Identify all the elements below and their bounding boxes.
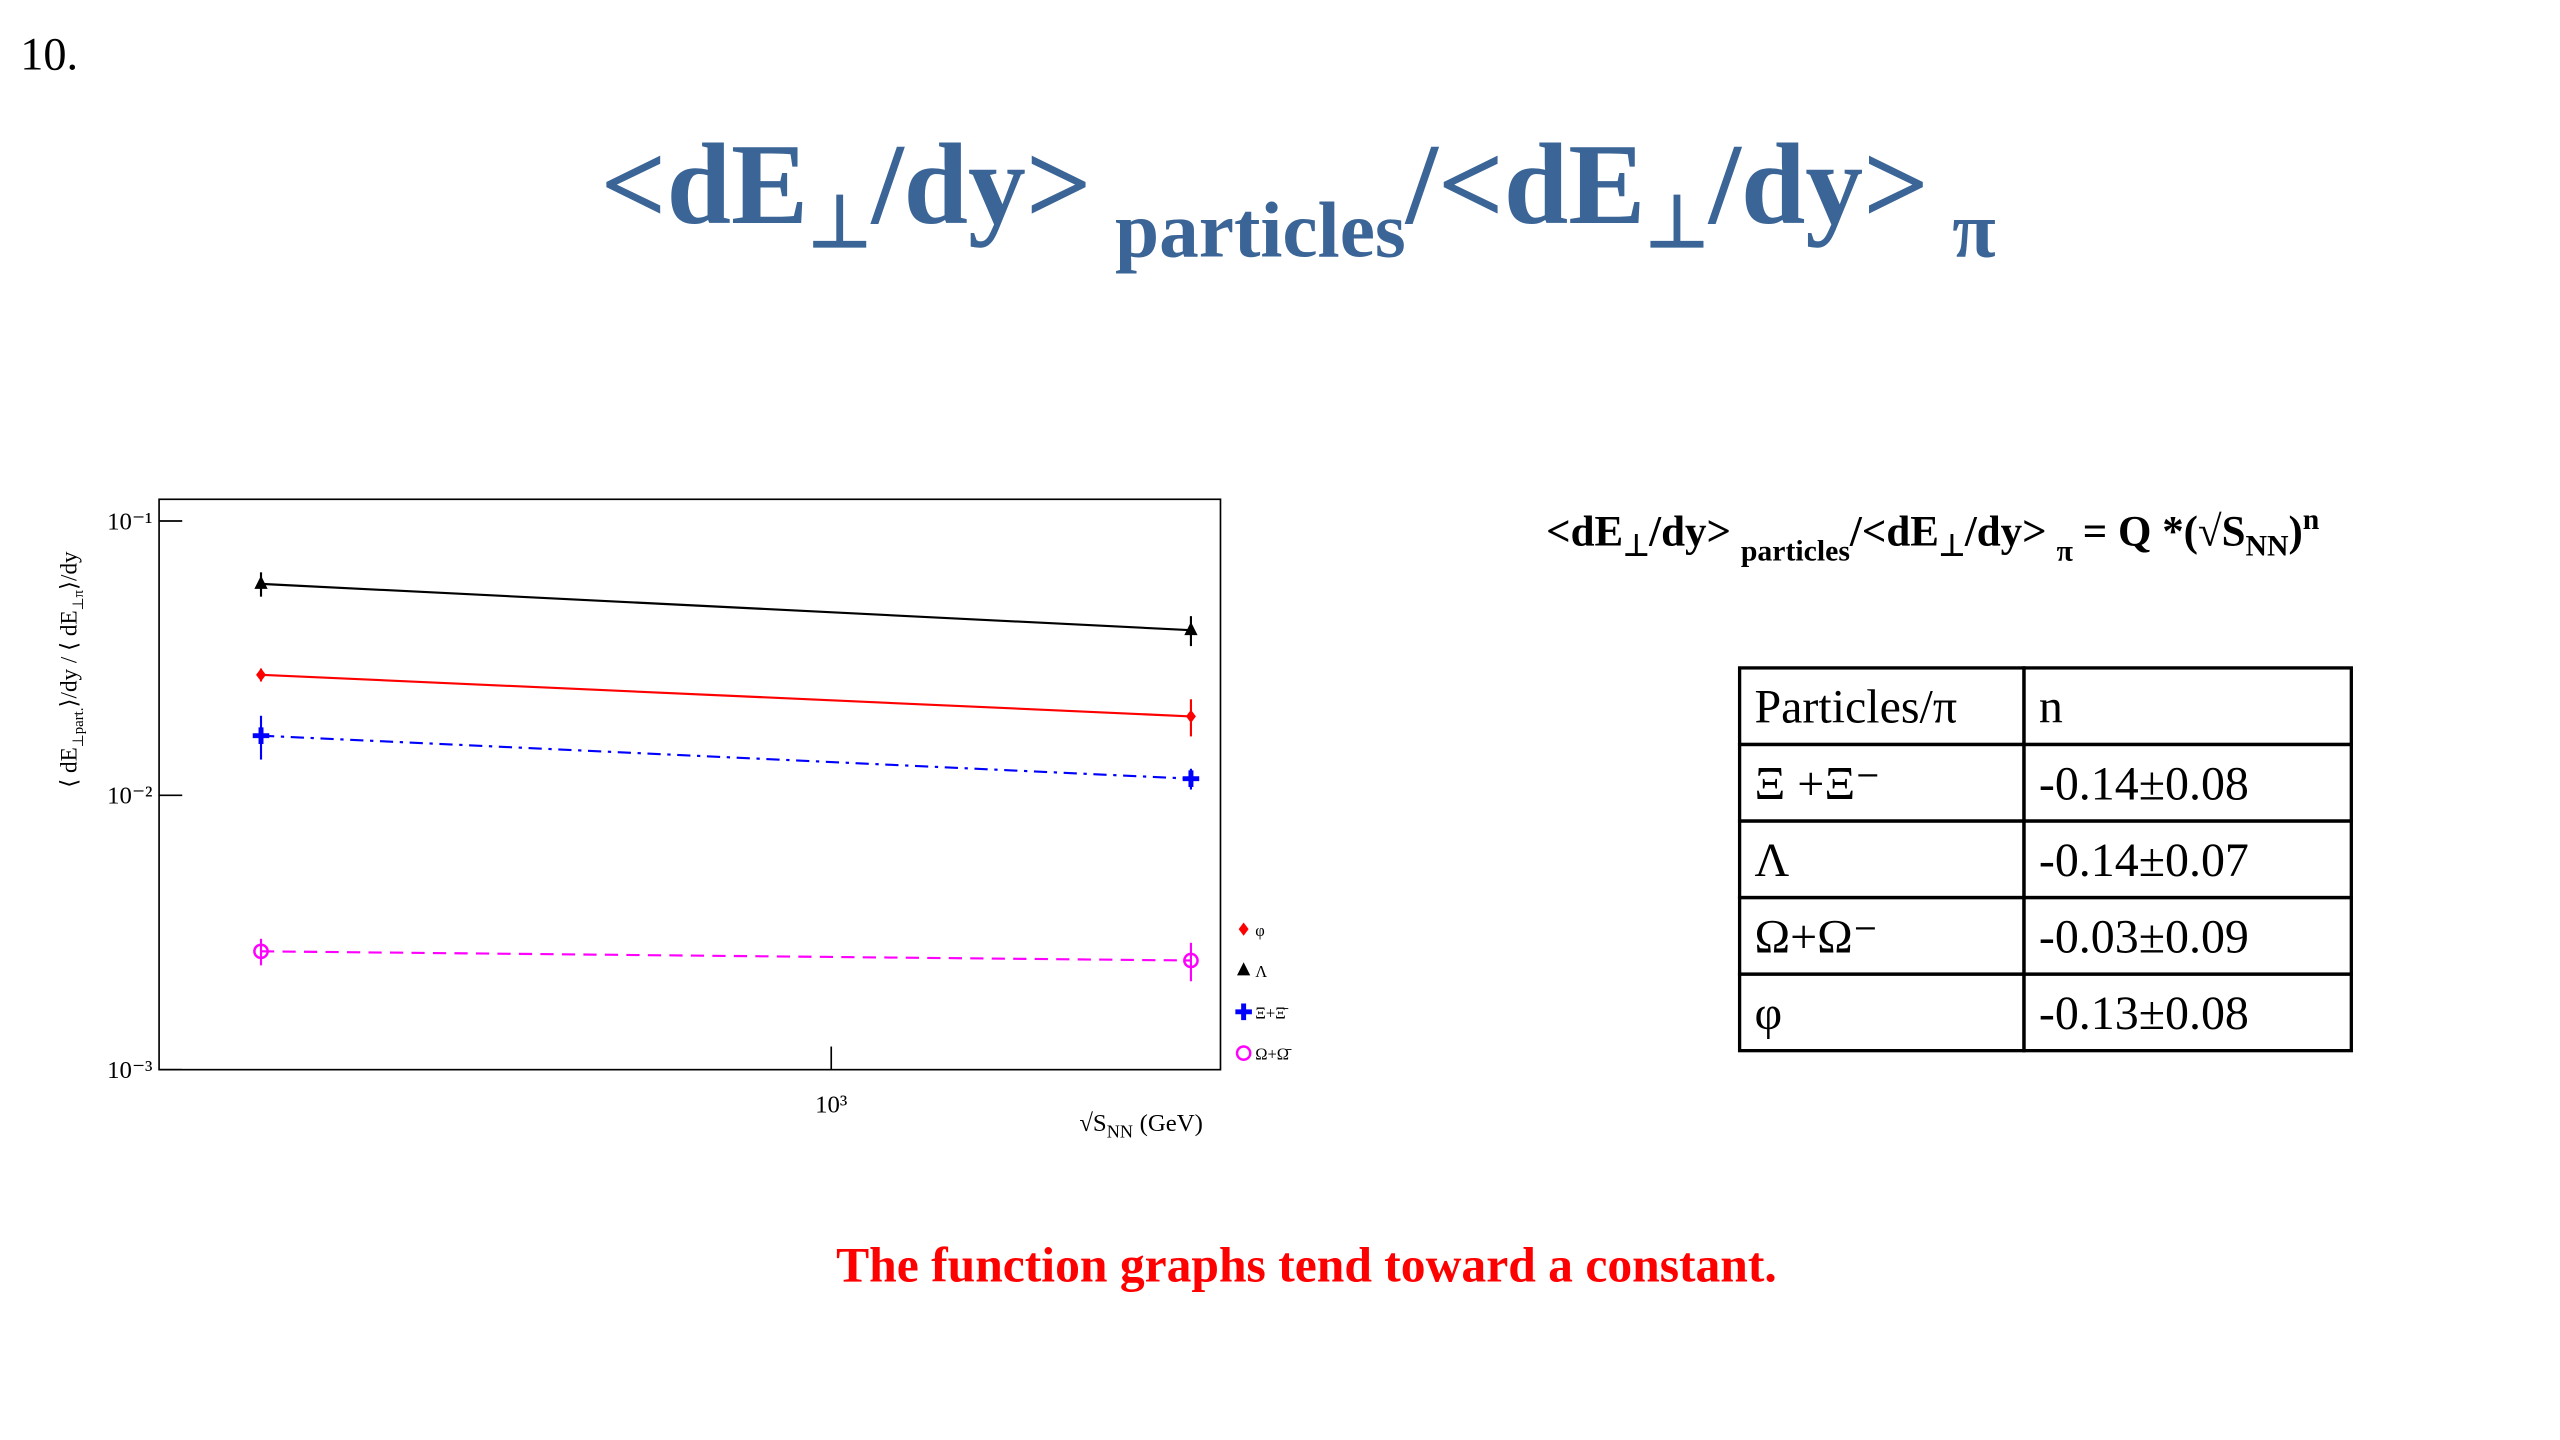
formula-part: ) [2288, 509, 2302, 556]
table-text: φ [1754, 987, 1782, 1040]
series-line [260, 950, 1191, 962]
point [254, 575, 268, 589]
caption: The function graphs tend toward a consta… [836, 1237, 1777, 1292]
point [1185, 709, 1196, 723]
point [253, 943, 269, 960]
x-label-part: (GeV) [1140, 1110, 1203, 1137]
x-label-part: √S [1079, 1110, 1106, 1137]
slide-title: <dE⊥/dy> particles/<dE⊥/dy> π [601, 121, 1996, 274]
formula-part: = Q *(√S [2083, 509, 2246, 556]
table: Particles/π n Ξ +Ξ⁻ -0.14±0.08 Λ -0.14±0.07 Ω+… [1737, 666, 2353, 1053]
y-axis-label: ⟨ dE⊥part.⟩/dy / ⟨ dE⊥π⟩/dy [56, 551, 87, 788]
title-sub: ⊥ [1645, 181, 1708, 262]
table-text: Ξ +Ξ⁻ [1754, 757, 1880, 810]
legend-label: Ξ+Ξ̄ [1255, 1003, 1289, 1022]
y-tick-label: 10⁻² [107, 783, 152, 810]
title-part: <dE [601, 121, 808, 249]
slide-number: 10. [20, 29, 78, 80]
formula-part: /dy> [1648, 509, 1731, 556]
series-line [260, 582, 1191, 632]
table-text: -0.13±0.08 [2039, 987, 2249, 1040]
y-label-sub: ⊥π [71, 589, 87, 610]
point [256, 668, 266, 682]
formula-sup: n [2303, 503, 2320, 536]
title-part: /<dE [1404, 121, 1646, 249]
table-text: -0.14±0.07 [2039, 834, 2249, 887]
chart: √SNN (GeV) ⟨ dE⊥part.⟩/dy / ⟨ dE⊥π⟩/dy 10… [56, 498, 1292, 1142]
series-line [260, 734, 1191, 780]
formula-sub: ⊥ [1623, 529, 1649, 562]
table-text: -0.14±0.08 [2039, 757, 2249, 810]
point [1183, 952, 1199, 969]
series-line [260, 673, 1191, 718]
y-label-part: ⟩/dy / ⟨ dE [56, 610, 82, 707]
y-label-sub: ⊥part. [71, 707, 87, 747]
title-sub: ⊥ [808, 181, 871, 262]
y-tick-label: 10⁻³ [107, 1057, 152, 1084]
table-text: n [2039, 681, 2063, 734]
legend-label: Λ [1255, 962, 1267, 981]
point [252, 727, 270, 744]
table-cell [2022, 666, 2353, 747]
legend-label: Ω+Ω̄ [1255, 1045, 1292, 1064]
table-cell [1737, 972, 2026, 1053]
title-part: /dy> [869, 121, 1091, 249]
title-part: /dy> [1707, 121, 1929, 249]
formula-part: /<dE [1849, 509, 1939, 556]
table-text: Λ [1754, 834, 1789, 887]
legend-marker [1235, 1045, 1252, 1061]
y-tick-label: 10⁻¹ [107, 508, 152, 535]
formula-sub: NN [2245, 529, 2288, 562]
formula-part: /dy> [1964, 509, 2047, 556]
formula-part: <dE [1546, 509, 1623, 556]
formula: <dE⊥/dy> particles/<dE⊥/dy> π = Q *(√SNN)n [1546, 503, 2320, 567]
formula-sub: π [2057, 534, 2073, 567]
x-label-sub: NN [1107, 1121, 1133, 1141]
legend-marker [1235, 1003, 1252, 1021]
title-sub: π [1952, 186, 1995, 274]
y-label-part: ⟩/dy [56, 551, 82, 590]
formula-sub: ⊥ [1939, 529, 1965, 562]
title-sub: particles [1115, 186, 1406, 274]
x-tick-label: 10³ [815, 1092, 847, 1119]
table-cell [2022, 972, 2353, 1053]
legend-marker [1238, 922, 1249, 936]
plot-frame [158, 498, 1222, 1071]
table-text: Ω+Ω⁻ [1754, 910, 1878, 963]
table-text: -0.03±0.09 [2039, 910, 2249, 963]
y-label-part: ⟨ dE [56, 747, 82, 788]
legend-label: φ [1255, 921, 1265, 940]
table-text: Particles/π [1754, 681, 1957, 734]
point [1184, 621, 1198, 636]
x-axis-label: √SNN (GeV) [1079, 1110, 1203, 1142]
formula-sub: particles [1741, 534, 1850, 567]
legend-marker [1237, 962, 1251, 976]
point [1182, 770, 1200, 787]
